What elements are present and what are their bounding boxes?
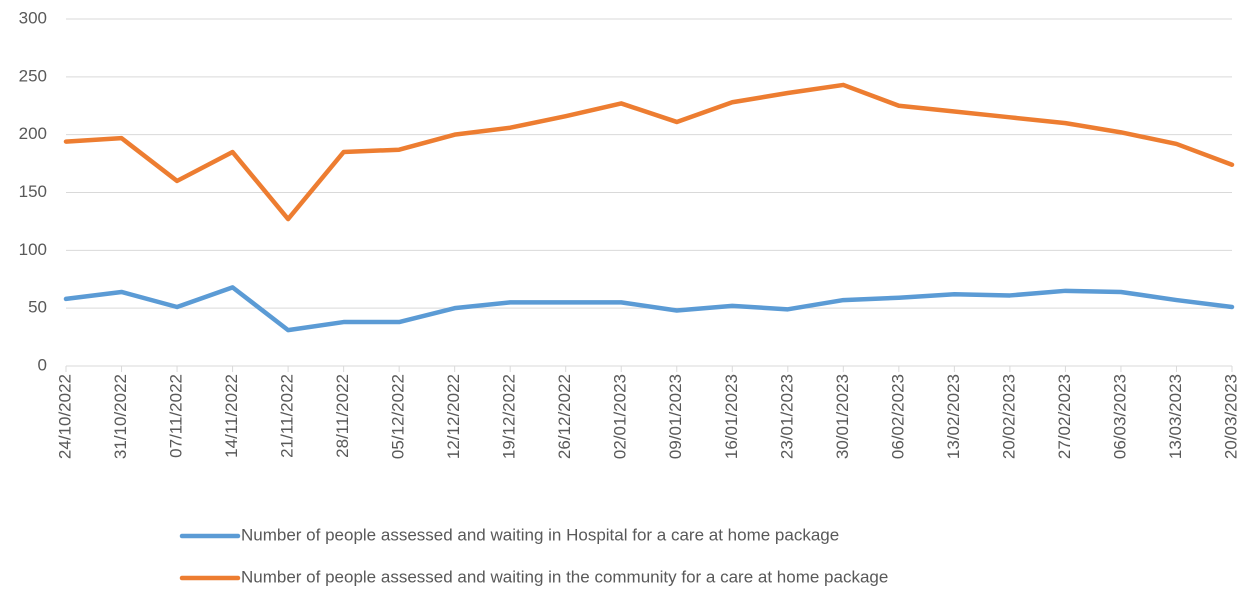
x-tick-label: 20/03/2023 — [1221, 374, 1240, 459]
x-tick-label: 31/10/2022 — [111, 374, 130, 459]
x-tick-label: 23/01/2023 — [777, 374, 796, 459]
x-tick-label: 13/02/2023 — [944, 374, 963, 459]
x-tick-label: 14/11/2022 — [222, 374, 241, 458]
y-tick-label: 150 — [19, 182, 47, 201]
x-tick-label: 19/12/2022 — [500, 374, 519, 459]
legend-label: Number of people assessed and waiting in… — [241, 525, 839, 544]
x-tick-label: 12/12/2022 — [444, 374, 463, 459]
x-tick-label: 24/10/2022 — [55, 374, 74, 459]
x-tick-label: 30/01/2023 — [833, 374, 852, 459]
y-tick-label: 250 — [19, 66, 47, 85]
x-tick-label: 09/01/2023 — [666, 374, 685, 459]
x-tick-label: 28/11/2022 — [333, 374, 352, 458]
x-tick-label: 07/11/2022 — [167, 374, 186, 458]
series-line — [63, 82, 1235, 222]
x-tick-label: 27/02/2023 — [1055, 374, 1074, 459]
x-tick-label: 13/03/2023 — [1166, 374, 1185, 459]
x-tick-label: 05/12/2022 — [389, 374, 408, 459]
y-tick-label: 0 — [38, 355, 47, 374]
legend-label: Number of people assessed and waiting in… — [241, 567, 888, 586]
x-tick-label: 21/11/2022 — [278, 374, 297, 458]
x-tick-label: 16/01/2023 — [722, 374, 741, 459]
y-tick-label: 100 — [19, 240, 47, 259]
series-line — [63, 285, 1235, 333]
y-tick-label: 300 — [19, 8, 47, 27]
x-tick-label: 06/03/2023 — [1110, 374, 1129, 459]
x-tick-label: 02/01/2023 — [611, 374, 630, 459]
x-tick-label: 20/02/2023 — [999, 374, 1018, 459]
y-tick-label: 50 — [28, 298, 47, 317]
x-tick-label: 26/12/2022 — [555, 374, 574, 459]
x-tick-label: 06/02/2023 — [888, 374, 907, 459]
y-tick-label: 200 — [19, 124, 47, 143]
